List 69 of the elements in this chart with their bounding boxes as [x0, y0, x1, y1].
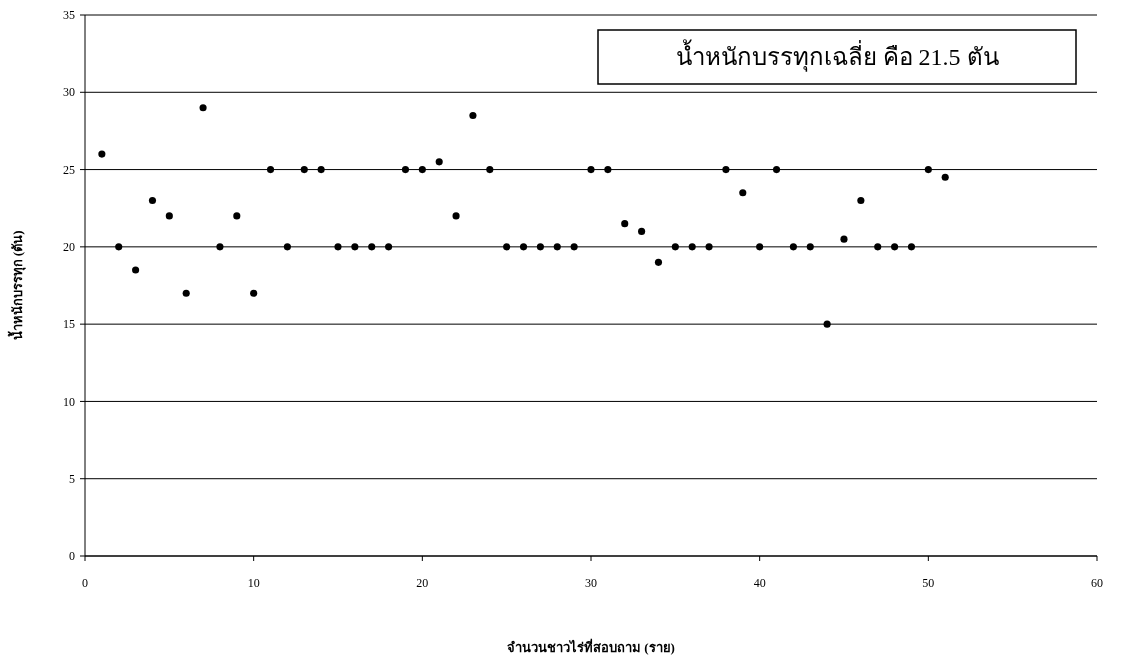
y-tick-label: 30: [63, 85, 75, 100]
point: [435, 158, 443, 166]
point: [840, 235, 848, 243]
y-tick-label: 15: [63, 317, 75, 332]
point: [216, 243, 224, 251]
point: [452, 212, 460, 220]
point: [789, 243, 797, 251]
point: [418, 166, 426, 174]
point: [604, 166, 612, 174]
point: [317, 166, 325, 174]
x-tick-label: 40: [753, 576, 766, 590]
point: [638, 227, 646, 235]
point: [148, 196, 157, 205]
y-tick-label: 0: [69, 549, 75, 564]
point: [165, 212, 173, 220]
point: [621, 220, 629, 228]
point: [739, 189, 747, 197]
x-tick-label: 20: [416, 576, 429, 590]
point: [401, 166, 410, 174]
x-tick-label: 60: [1091, 576, 1103, 590]
point: [891, 243, 899, 251]
point: [671, 243, 679, 251]
point: [486, 166, 494, 174]
point: [823, 320, 831, 328]
y-tick-label: 5: [69, 471, 75, 486]
point: [536, 243, 544, 251]
x-tick-label: 50: [922, 576, 935, 590]
point: [300, 166, 308, 174]
point: [688, 243, 696, 251]
x-axis-title: จำนวนชาวไร่ที่สอบถาม (ราย): [507, 638, 675, 655]
point: [857, 196, 865, 205]
y-tick-label: 10: [63, 394, 75, 409]
y-tick-label: 35: [63, 8, 75, 23]
point: [351, 243, 359, 251]
point: [874, 243, 882, 251]
point: [756, 243, 764, 251]
point: [553, 243, 561, 251]
point: [283, 243, 291, 251]
x-tick-label: 10: [247, 576, 260, 590]
y-tick-label: 25: [63, 162, 75, 177]
point: [519, 243, 528, 251]
x-tick-label: 0: [82, 576, 88, 590]
point: [266, 166, 275, 174]
point: [924, 166, 932, 174]
point: [469, 111, 477, 120]
point: [199, 104, 207, 112]
point: [182, 289, 190, 297]
point: [250, 289, 258, 297]
y-axis-title: น้ำหนักบรรทุก (ตัน): [7, 230, 26, 341]
point: [772, 166, 781, 174]
point: [132, 266, 140, 274]
point: [368, 243, 376, 251]
point: [98, 150, 106, 158]
point: [233, 212, 241, 220]
y-tick-label: 20: [63, 240, 75, 255]
point: [941, 173, 949, 181]
point: [503, 243, 511, 251]
point: [587, 166, 595, 174]
point: [115, 243, 123, 251]
point: [654, 258, 663, 266]
point: [907, 243, 916, 251]
x-tick-label: 30: [585, 576, 597, 590]
point: [722, 166, 730, 174]
point: [705, 243, 713, 251]
point: [385, 243, 393, 251]
annotation: น้ำหนักบรรทุกเฉลี่ย คือ 21.5 ตัน: [675, 39, 999, 73]
point: [806, 243, 814, 251]
point: [570, 243, 578, 251]
point: [334, 243, 342, 251]
